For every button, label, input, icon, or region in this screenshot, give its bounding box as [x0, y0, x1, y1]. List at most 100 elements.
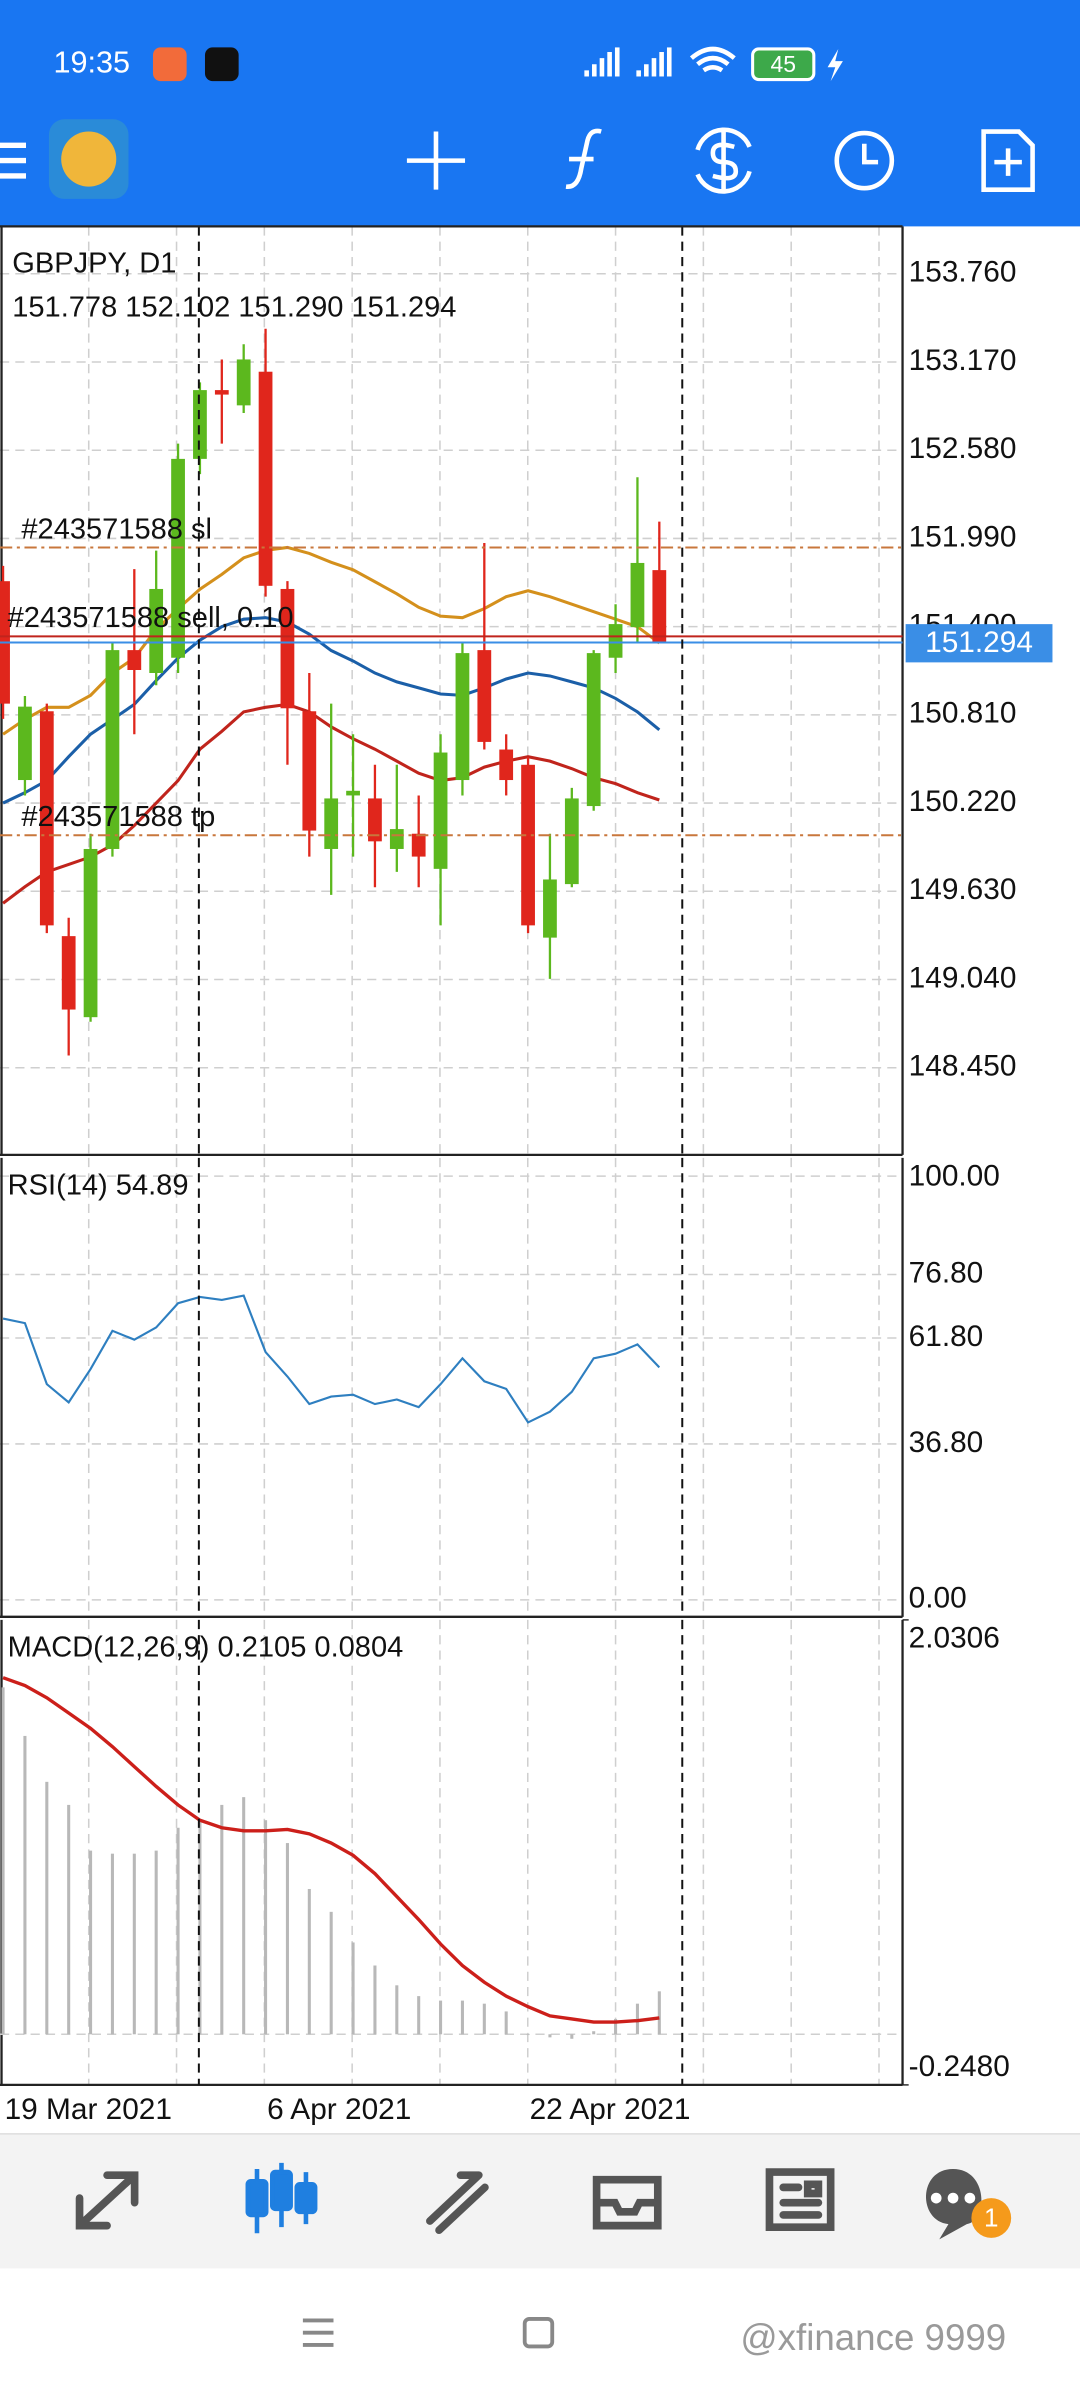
candle-body [411, 833, 426, 857]
histogram-bar [242, 1797, 246, 2035]
clock: 19:35 [54, 45, 131, 79]
candle-body [302, 711, 317, 831]
rsi-line [2, 1294, 661, 1424]
candle-body [630, 562, 645, 628]
histogram-bar [614, 2018, 618, 2035]
histogram-bar [1, 1687, 5, 2035]
candle-body [499, 749, 514, 781]
home-button[interactable] [522, 2317, 555, 2349]
trade-button[interactable] [695, 127, 752, 194]
chart-area: 153.760153.170152.580151.990151.400150.8… [0, 225, 1053, 2126]
histogram-bar [482, 2003, 486, 2035]
y-tick-label: 150.810 [909, 697, 1017, 730]
candle-body [368, 798, 382, 842]
charging-icon [827, 48, 843, 82]
y-tick-label: 152.580 [909, 432, 1017, 465]
candle-body [61, 936, 76, 1010]
badge [971, 2198, 1012, 2238]
candle-body [477, 650, 492, 742]
y-tick-label: -0.2480 [909, 2050, 1010, 2083]
bottom-nav [0, 2133, 1080, 2269]
histogram-bar [67, 1804, 71, 2035]
y-tick-label: 149.040 [909, 961, 1017, 994]
histogram-bar [373, 1965, 377, 2035]
history-button[interactable] [834, 130, 895, 191]
histogram-bar [526, 2034, 530, 2036]
notification-icon [152, 47, 187, 82]
candle-body [18, 706, 32, 781]
menu-button[interactable] [0, 142, 27, 179]
quotes-tab[interactable] [75, 2171, 139, 2230]
histogram-bar [460, 2000, 464, 2035]
histogram-bar [264, 1820, 268, 2035]
histogram-bar [220, 1804, 224, 2035]
y-tick-label: 151.990 [909, 520, 1017, 553]
badge-count: 1 [984, 2202, 998, 2232]
price-tag [905, 624, 1053, 663]
new-order-button[interactable] [981, 129, 1035, 192]
trade-tab[interactable] [426, 2171, 489, 2235]
histogram-bar [504, 2011, 508, 2035]
candle-body [39, 711, 54, 926]
history-hands [862, 143, 879, 165]
candle-body [127, 650, 142, 670]
histogram-bar [439, 2000, 443, 2035]
system-nav [0, 2269, 1080, 2400]
candle-body [171, 458, 185, 658]
candle-body [258, 371, 273, 586]
candle-body [433, 752, 448, 869]
app-logo-mark [61, 131, 117, 187]
histogram-bar [351, 1942, 355, 2035]
histogram-bar [23, 1735, 27, 2035]
histogram-bar [176, 1827, 180, 2035]
recents-button[interactable] [302, 2318, 334, 2347]
battery-icon [751, 47, 816, 82]
candle-body [214, 390, 229, 395]
y-tick-label: 100.00 [909, 1160, 1000, 1193]
histogram-bar [45, 1781, 49, 2035]
indicators-button[interactable] [565, 128, 602, 189]
y-tick-label: 76.80 [909, 1256, 984, 1289]
candle-body [346, 790, 360, 796]
chart-tab[interactable] [245, 2162, 318, 2234]
histogram-bar [570, 2034, 574, 2039]
signal-icon [584, 47, 672, 77]
notification-icon [204, 47, 239, 82]
watermark: @xfinance 9999 [740, 2317, 1006, 2358]
candle-body [543, 879, 557, 938]
candle-body [652, 570, 667, 643]
order-label: #243571588 sl [21, 513, 212, 545]
order-label: #243571588 tp [21, 801, 215, 833]
candle-body [105, 650, 120, 849]
news-tab[interactable] [765, 2168, 835, 2231]
pane-title: GBPJPY, D1 [12, 247, 176, 279]
y-tick-label: 153.170 [909, 344, 1017, 377]
x-tick-label: 19 Mar 2021 [5, 2093, 172, 2126]
histogram-bar [285, 1843, 289, 2035]
histogram-bar [198, 1820, 202, 2035]
candle-body [389, 829, 404, 849]
crosshair-button[interactable] [406, 131, 466, 190]
histogram-bar [132, 1853, 136, 2035]
history-tab[interactable] [592, 2175, 662, 2230]
candle-body [236, 359, 251, 406]
histogram-bar [657, 1991, 661, 2035]
y-tick-label: 0.00 [909, 1582, 967, 1615]
signal-line [2, 1676, 660, 2024]
x-tick-label: 22 Apr 2021 [530, 2093, 691, 2126]
histogram-bar [548, 2034, 552, 2038]
x-tick-label: 6 Apr 2021 [267, 2093, 411, 2126]
app-bar [0, 0, 1080, 227]
y-tick-label: 2.0306 [909, 1622, 1000, 1655]
battery-level: 45 [770, 51, 796, 77]
messages-tab[interactable] [926, 2169, 982, 2240]
subtitle: 151.778 152.102 151.290 151.294 [12, 292, 456, 324]
histogram-bar [307, 1888, 311, 2035]
candle-body [586, 653, 601, 807]
candle-body [149, 588, 164, 673]
pane-title: MACD(12,26,9) 0.2105 0.0804 [8, 1632, 404, 1664]
histogram-bar [154, 1850, 158, 2035]
